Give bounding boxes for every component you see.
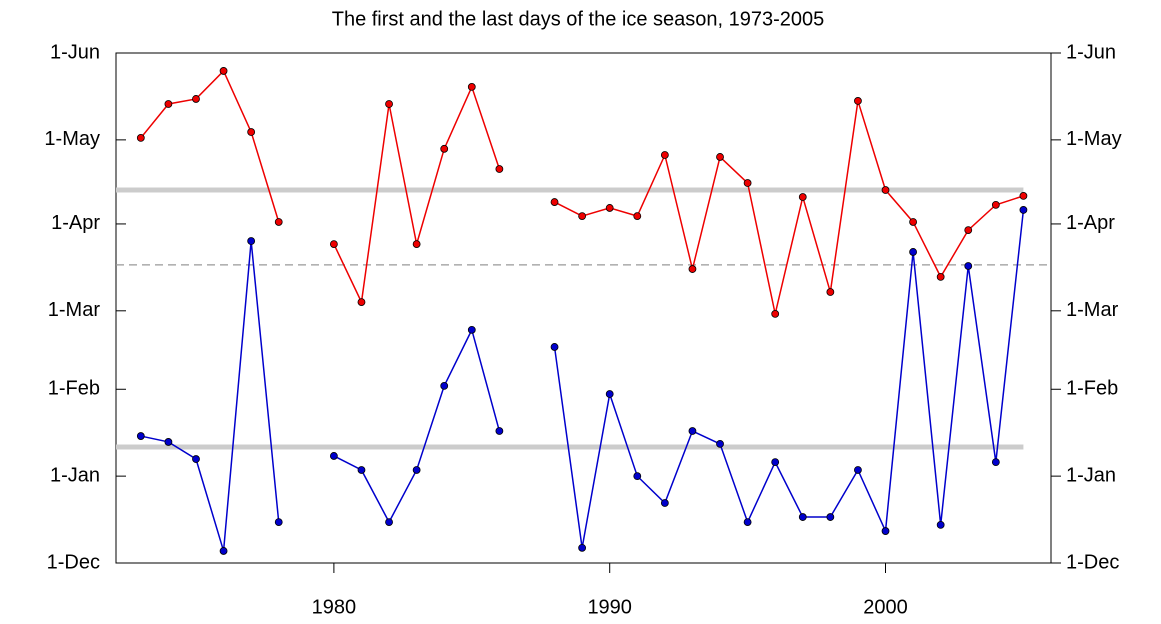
data-point: [467, 83, 476, 91]
data-point: [991, 200, 1000, 209]
data-point: [247, 237, 256, 245]
y2-tick-label: 1-Feb: [1066, 378, 1118, 400]
data-point: [854, 97, 862, 105]
data-point: [798, 513, 807, 521]
data-point: [412, 466, 421, 474]
y2-tick-label: 1-Jun: [1066, 41, 1116, 63]
data-point: [743, 179, 752, 187]
y-tick-label: 1-May: [44, 128, 100, 150]
data-point: [633, 472, 642, 481]
data-point: [881, 527, 890, 535]
y2-tick-label: 1-Mar: [1066, 299, 1119, 321]
data-point: [991, 458, 1000, 467]
data-point: [881, 186, 890, 194]
data-point: [329, 240, 338, 249]
data-point: [909, 218, 917, 226]
data-point: [440, 144, 449, 153]
data-point: [440, 382, 449, 390]
data-point: [385, 518, 393, 526]
x-tick-label: 1980: [312, 596, 357, 618]
data-point: [771, 458, 780, 467]
data-point: [274, 218, 283, 226]
data-point: [136, 134, 145, 142]
data-point: [247, 128, 256, 136]
series-line: [140, 209, 1025, 552]
data-point: [798, 193, 807, 201]
data-point: [826, 513, 835, 521]
y2-tick-label: 1-Apr: [1066, 212, 1115, 234]
data-point: [219, 67, 228, 75]
data-point: [854, 466, 862, 474]
data-point: [550, 198, 559, 206]
data-point: [964, 262, 973, 270]
data-point: [826, 288, 835, 296]
x-tick-label: 2000: [863, 596, 908, 618]
data-point: [274, 518, 283, 526]
data-point: [605, 390, 614, 398]
data-point: [385, 100, 393, 108]
y2-tick-label: 1-May: [1066, 128, 1122, 150]
data-point: [467, 325, 476, 334]
data-point: [1019, 206, 1028, 214]
chart-title: The first and the last days of the ice s…: [332, 8, 825, 30]
y-tick-label: 1-Dec: [47, 551, 100, 573]
y2-tick-label: 1-Jan: [1066, 464, 1116, 486]
data-point: [743, 518, 752, 526]
y-tick-label: 1-Jun: [50, 41, 100, 63]
x-tick-label: 1990: [587, 596, 632, 618]
data-point: [964, 226, 973, 234]
data-point: [936, 272, 945, 281]
data-point: [164, 100, 173, 108]
data-point: [716, 153, 724, 161]
data-point: [909, 248, 917, 256]
data-point: [578, 543, 587, 552]
data-point: [192, 95, 200, 103]
data-point: [605, 204, 614, 212]
y2-tick-label: 1-Dec: [1066, 551, 1119, 573]
data-point: [633, 212, 642, 220]
plot-frame: [115, 52, 1052, 564]
data-point: [136, 432, 145, 440]
y-tick-label: 1-Feb: [48, 378, 100, 400]
data-point: [495, 165, 504, 173]
data-point: [716, 440, 724, 448]
y-tick-label: 1-Apr: [51, 212, 100, 234]
data-point: [329, 452, 338, 460]
data-point: [1019, 192, 1028, 200]
data-point: [219, 547, 228, 555]
y-tick-label: 1-Jan: [50, 464, 100, 486]
data-point: [660, 151, 669, 159]
data-point: [688, 265, 697, 273]
data-point: [357, 466, 366, 474]
data-point: [578, 212, 587, 220]
data-point: [412, 240, 421, 249]
data-point: [936, 520, 945, 529]
data-point: [771, 309, 780, 318]
data-point: [164, 438, 173, 446]
data-point: [550, 343, 559, 351]
data-point: [660, 499, 669, 507]
data-point: [688, 427, 697, 435]
data-point: [495, 427, 504, 435]
data-point: [192, 455, 200, 463]
data-point: [357, 298, 366, 307]
y-tick-label: 1-Mar: [48, 299, 101, 321]
